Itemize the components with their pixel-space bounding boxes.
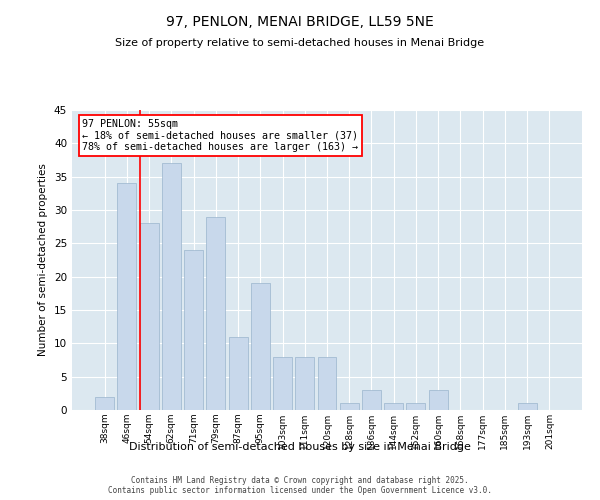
Text: Size of property relative to semi-detached houses in Menai Bridge: Size of property relative to semi-detach… xyxy=(115,38,485,48)
Text: 97, PENLON, MENAI BRIDGE, LL59 5NE: 97, PENLON, MENAI BRIDGE, LL59 5NE xyxy=(166,15,434,29)
Y-axis label: Number of semi-detached properties: Number of semi-detached properties xyxy=(38,164,49,356)
Bar xyxy=(429,390,448,410)
Bar xyxy=(384,404,403,410)
Bar xyxy=(162,164,181,410)
Bar xyxy=(229,336,248,410)
Bar xyxy=(406,404,425,410)
Bar xyxy=(340,404,359,410)
Text: 97 PENLON: 55sqm
← 18% of semi-detached houses are smaller (37)
78% of semi-deta: 97 PENLON: 55sqm ← 18% of semi-detached … xyxy=(82,119,358,152)
Bar xyxy=(184,250,203,410)
Bar xyxy=(118,184,136,410)
Bar xyxy=(95,396,114,410)
Text: Distribution of semi-detached houses by size in Menai Bridge: Distribution of semi-detached houses by … xyxy=(129,442,471,452)
Bar xyxy=(140,224,158,410)
Bar xyxy=(206,216,225,410)
Bar xyxy=(251,284,270,410)
Bar xyxy=(518,404,536,410)
Bar xyxy=(362,390,381,410)
Bar xyxy=(273,356,292,410)
Bar xyxy=(295,356,314,410)
Bar xyxy=(317,356,337,410)
Text: Contains HM Land Registry data © Crown copyright and database right 2025.
Contai: Contains HM Land Registry data © Crown c… xyxy=(108,476,492,495)
